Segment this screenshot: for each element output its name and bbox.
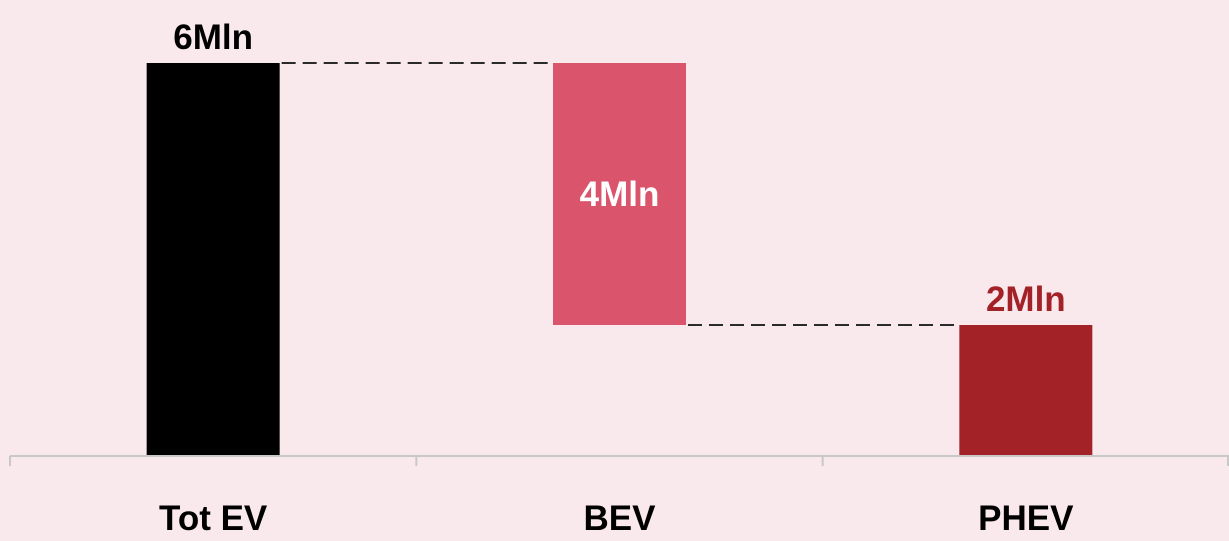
bar-bev: [553, 63, 686, 325]
connector-lines: [281, 62, 958, 326]
bar-tot-ev: [146, 63, 280, 456]
tick-label-phev: PHEV: [978, 499, 1074, 538]
x-axis-tick-labels: Tot EV BEV PHEV: [159, 499, 1074, 538]
tick-label-bev: BEV: [584, 499, 657, 538]
bar-phev: [959, 325, 1093, 456]
value-label-bev: 4Mln: [580, 175, 660, 214]
value-label-tot-ev: 6Mln: [173, 18, 253, 57]
bars: [146, 63, 1093, 456]
bar-value-labels: 6Mln 4Mln 2Mln: [173, 18, 1065, 319]
value-label-phev: 2Mln: [986, 280, 1066, 319]
tick-label-tot-ev: Tot EV: [159, 499, 268, 538]
x-axis-ticks: [9, 456, 1229, 466]
